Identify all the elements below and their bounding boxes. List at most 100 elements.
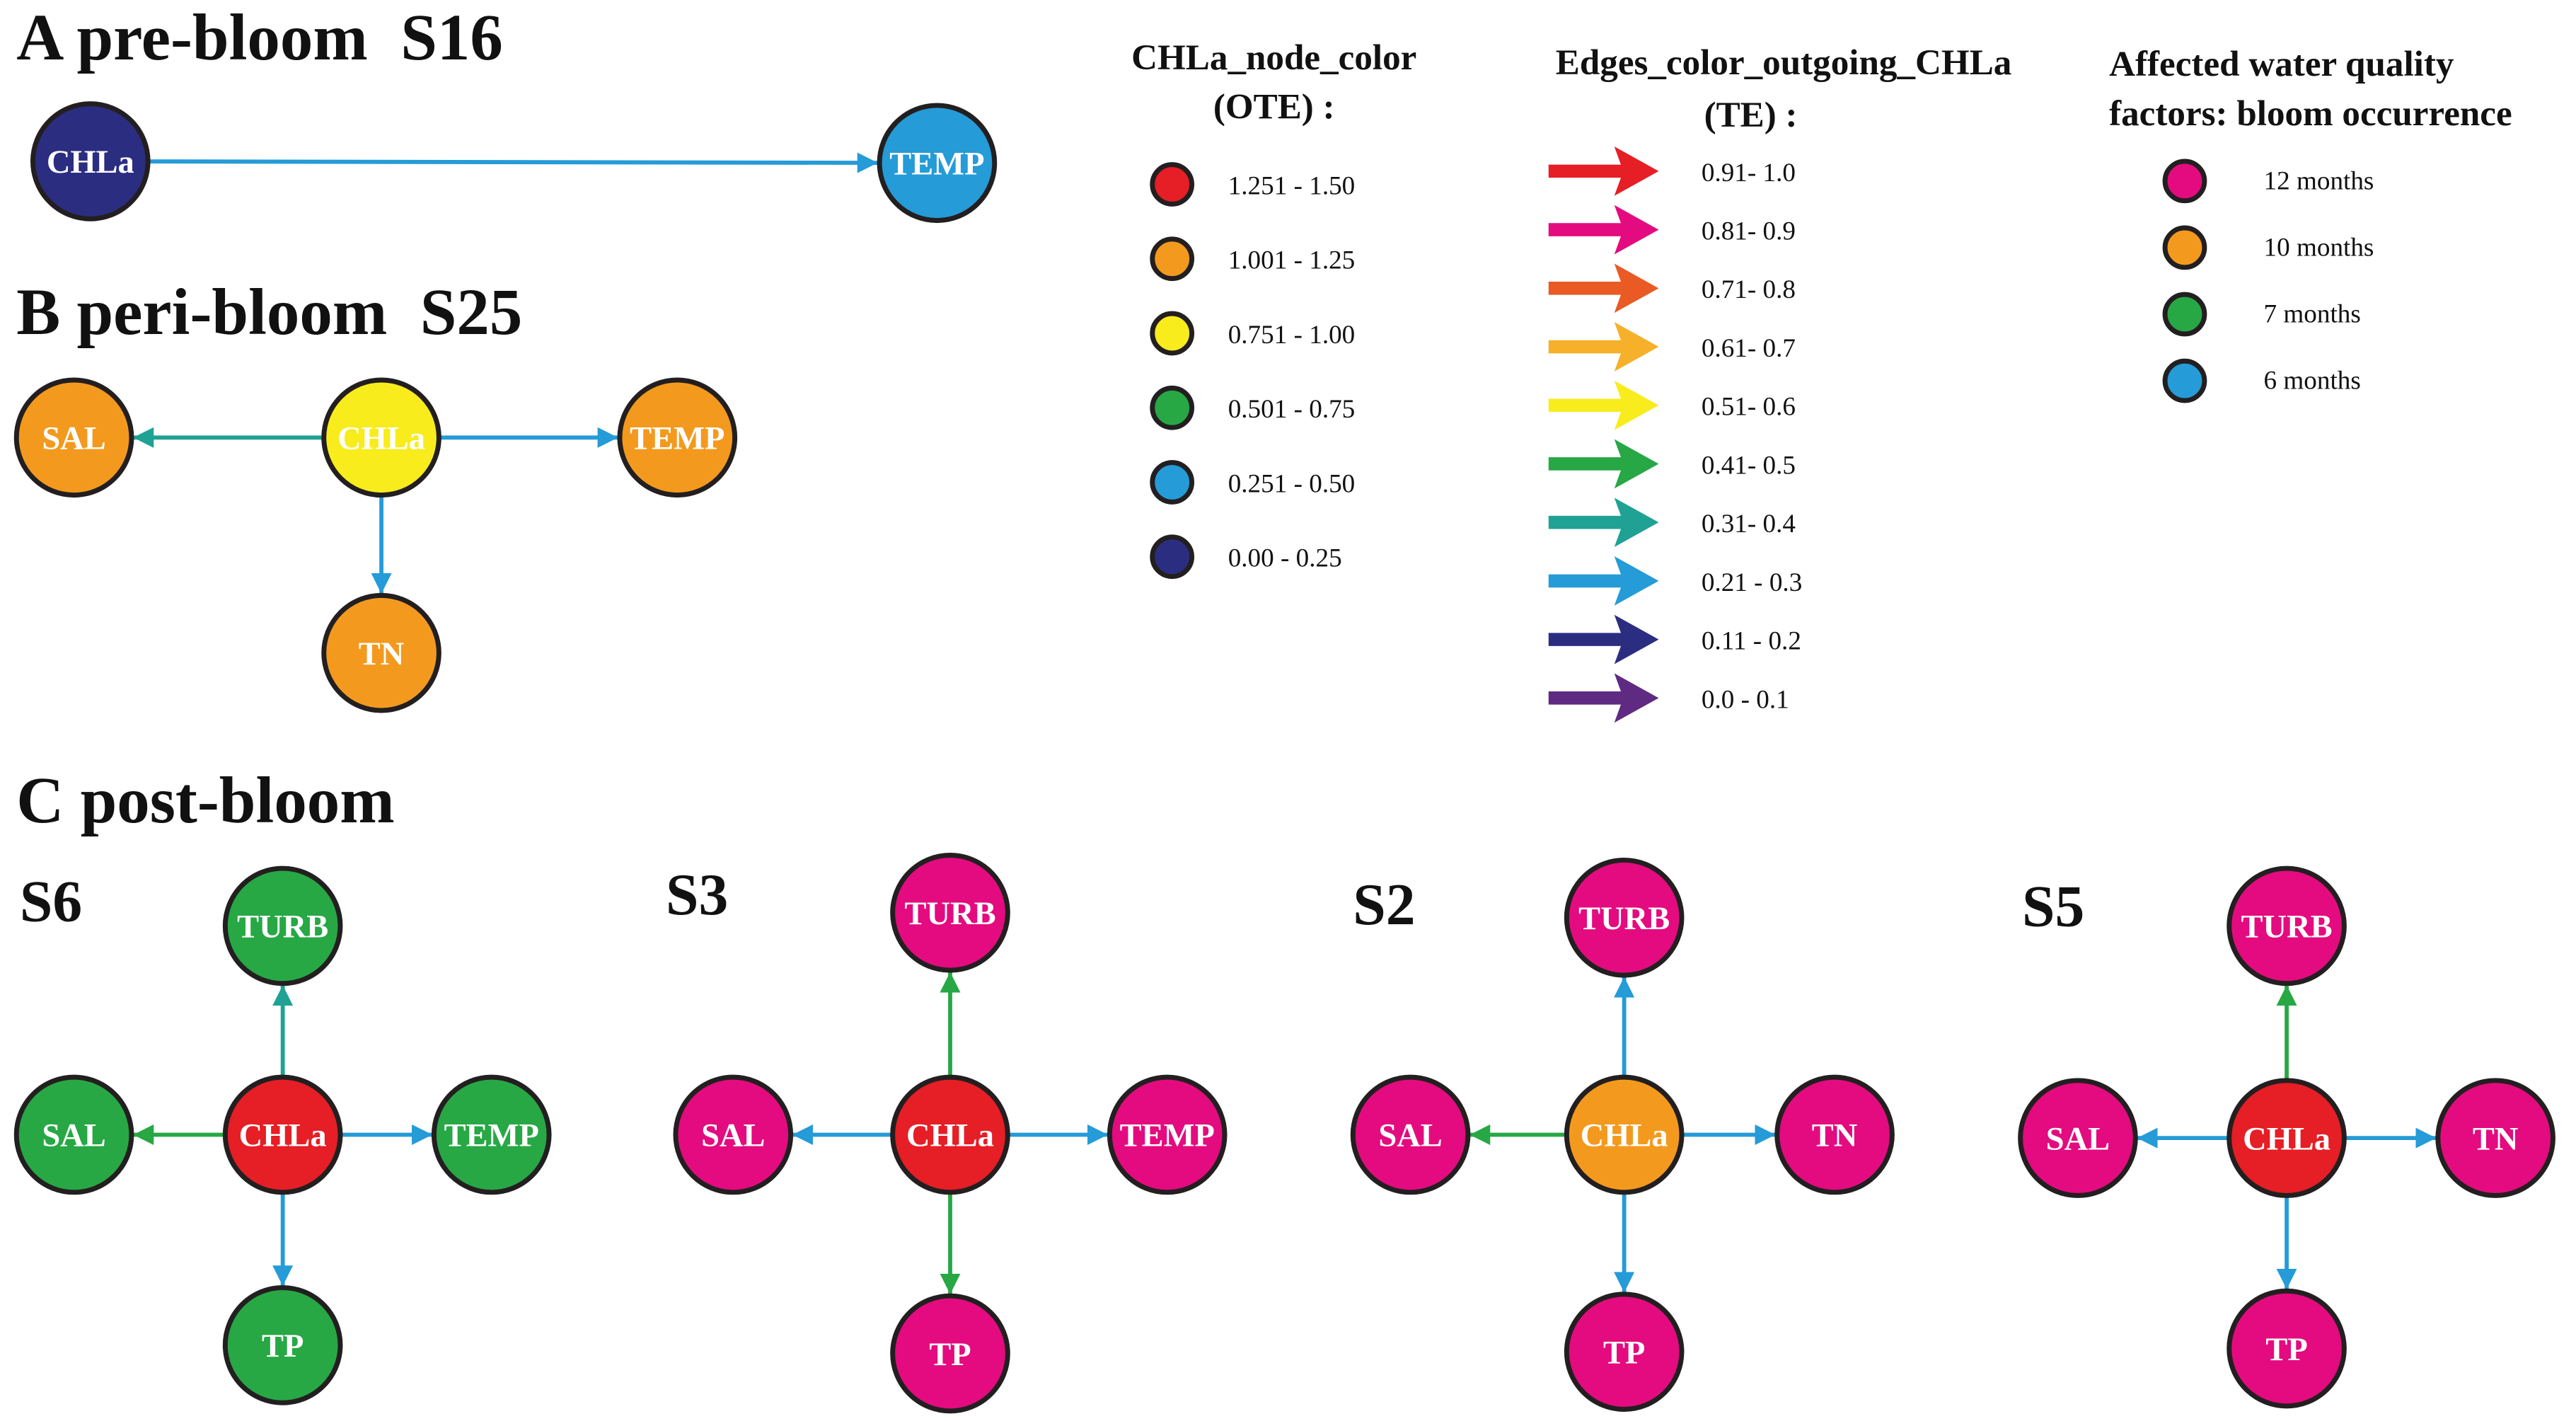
networks: TEMP CHLa SAL TEMP TN CHLa S6 TURB SAL TEMP TP CHLa… [13, 101, 2555, 1414]
edge-color-label: 0.0 - 0.1 [1702, 685, 1789, 714]
node-color-label: 0.251 - 0.50 [1228, 469, 1356, 498]
edge-legend-title: Edges_color_outgoing_CHLa [1556, 42, 2012, 83]
factor-node [673, 1074, 794, 1195]
node-color-label: 0.751 - 1.00 [1228, 321, 1356, 350]
chla-node [30, 101, 151, 222]
factor-legend-title: Affected water quality [2109, 44, 2454, 84]
edge-color-label: 0.51- 0.6 [1702, 393, 1796, 422]
station-label: S2 [1353, 872, 1415, 938]
factor-node [321, 592, 441, 713]
factor-node-label: SAL [2046, 1121, 2110, 1157]
factor-node [890, 852, 1010, 973]
factor-node [2018, 1078, 2138, 1198]
edge-color-label: 0.91- 1.0 [1702, 159, 1796, 188]
factor-node-label: TEMP [1120, 1118, 1215, 1154]
factor-node [1564, 1291, 1685, 1412]
factor-node-label: TN [2473, 1121, 2519, 1157]
edge-color-label: 0.31- 0.4 [1702, 510, 1796, 539]
network-S25: SAL TEMP TN CHLa [13, 377, 738, 713]
factor-node-label: TURB [237, 909, 328, 945]
network-S16: TEMP CHLa [30, 101, 998, 224]
factor-color-swatch [2162, 292, 2207, 337]
factor-node [2226, 865, 2347, 986]
factor-label: 10 months [2264, 234, 2374, 263]
edge-color-arrow-icon [1548, 205, 1659, 255]
edge-arrow [148, 152, 878, 173]
edge-color-arrow-icon [1548, 556, 1659, 606]
factor-node-label: TURB [904, 896, 995, 932]
factor-node [222, 1285, 343, 1405]
panel-c-title: C post-bloom [16, 764, 394, 837]
factor-node-label: SAL [42, 421, 105, 457]
chla-node [890, 1074, 1010, 1195]
factor-color-swatch [2162, 159, 2207, 204]
factor-node [2226, 1288, 2347, 1409]
chla-node-label: CHLa [47, 144, 134, 180]
node-color-swatch [1150, 236, 1195, 282]
chla-node [222, 1074, 343, 1195]
factor-node-label: TEMP [889, 146, 984, 183]
factor-node-label: SAL [42, 1118, 105, 1154]
edge-legend-subtitle: (TE) : [1704, 95, 1798, 135]
edge-color-arrow-icon [1548, 439, 1659, 489]
chla-node [1564, 1074, 1685, 1195]
node-color-swatch [1150, 162, 1195, 207]
factor-node [1107, 1074, 1228, 1195]
factor-node-label: TURB [1578, 901, 1670, 937]
factor-node-label: TP [929, 1337, 971, 1373]
node-legend-title: CHLa_node_color [1131, 38, 1416, 78]
station-label: S5 [2022, 873, 2084, 939]
network-S3: S3 TURB SAL TEMP TP CHLa [666, 852, 1228, 1414]
node-color-swatch [1150, 385, 1195, 430]
factor-color-swatch [2162, 358, 2207, 403]
chla-node-label: CHLa [239, 1118, 327, 1154]
chla-node-label: CHLa [1581, 1118, 1668, 1154]
legend: 1.251 - 1.50 1.001 - 1.25 0.751 - 1.00 0.50… [1150, 146, 2374, 723]
factor-node-label: TP [1603, 1335, 1645, 1371]
node-color-label: 0.501 - 0.75 [1228, 395, 1356, 424]
node-color-label: 0.00 - 0.25 [1228, 544, 1342, 573]
factor-node-label: SAL [701, 1118, 765, 1154]
chla-node-label: CHLa [906, 1118, 994, 1154]
node-color-label: 1.251 - 1.50 [1228, 171, 1356, 200]
edge-color-label: 0.21 - 0.3 [1702, 568, 1802, 597]
factor-label: 7 months [2264, 300, 2361, 329]
node-color-swatch [1150, 460, 1195, 505]
edge-color-label: 0.41- 0.5 [1702, 451, 1796, 480]
factor-node-label: TP [262, 1328, 304, 1364]
edge-color-label: 0.71- 0.8 [1702, 275, 1796, 304]
factor-color-swatch [2162, 225, 2207, 270]
network-S5: S5 TURB SAL TN TP CHLa [2018, 865, 2555, 1409]
station-label: S6 [20, 868, 82, 934]
factor-legend-subtitle: factors: bloom occurrence [2109, 93, 2512, 134]
edge-color-arrow-icon [1548, 146, 1659, 196]
factor-label: 12 months [2264, 166, 2374, 195]
edge-color-arrow-icon [1548, 380, 1659, 430]
factor-node [617, 377, 738, 498]
edge-color-label: 0.81- 0.9 [1702, 217, 1796, 246]
panel-a-title: A pre-bloom S16 [16, 1, 503, 74]
factor-node-label: TN [359, 636, 405, 672]
node-legend-subtitle: (OTE) : [1213, 87, 1335, 127]
station-label: S3 [666, 862, 728, 928]
network-S6: S6 TURB SAL TEMP TP CHLa [13, 865, 552, 1405]
factor-node [1564, 857, 1685, 978]
chla-node [2226, 1078, 2347, 1198]
factor-node-label: TURB [2241, 909, 2333, 945]
panel-b-title: B peri-bloom S25 [16, 276, 522, 349]
factor-node [877, 103, 998, 224]
edge-color-label: 0.61- 0.7 [1702, 334, 1796, 363]
factor-node [1774, 1074, 1895, 1195]
factor-node [1350, 1074, 1471, 1195]
edge-color-arrow-icon [1548, 614, 1659, 665]
edge-color-arrow-icon [1548, 497, 1659, 548]
network-S2: S2 TURB SAL TN TP CHLa [1350, 857, 1895, 1412]
chla-node-label: CHLa [337, 421, 425, 457]
factor-node-label: TP [2265, 1332, 2307, 1368]
edge-color-arrow-icon [1548, 673, 1659, 723]
factor-node [431, 1074, 552, 1195]
factor-node-label: TEMP [444, 1118, 539, 1154]
edge-color-arrow-icon [1548, 322, 1659, 372]
edge-color-label: 0.11 - 0.2 [1702, 627, 1801, 656]
